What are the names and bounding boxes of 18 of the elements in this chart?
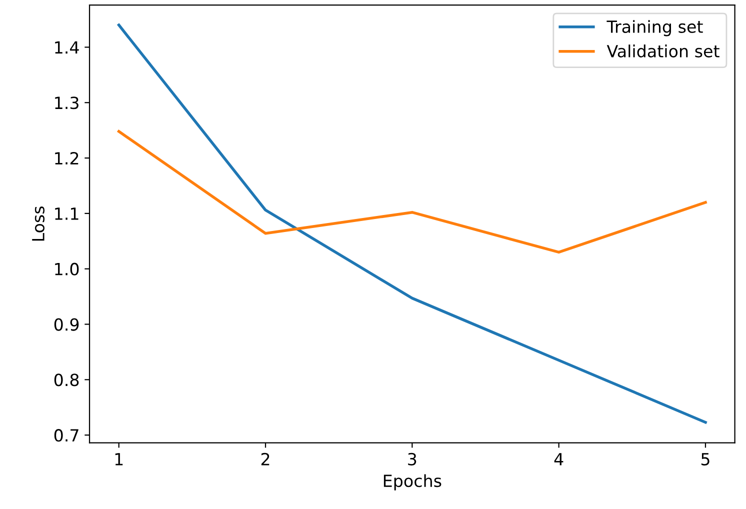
line-series — [117, 130, 707, 254]
x-tick-label: 1 — [115, 453, 123, 466]
y-tick-label: 0.7 — [54, 429, 78, 442]
legend-label: Validation set — [606, 44, 720, 58]
y-axis-title: Loss — [32, 206, 45, 241]
x-tick-label: 5 — [701, 453, 710, 466]
y-tick-label: 0.8 — [54, 374, 79, 386]
y-tick-label: 0.9 — [54, 318, 79, 331]
y-tick-label: 1.2 — [55, 152, 78, 164]
y-tick-label: 1.4 — [55, 41, 79, 54]
y-tick-label: 1.1 — [55, 208, 78, 220]
x-tick-label: 2 — [261, 452, 270, 466]
y-tick-label: 1.0 — [55, 262, 79, 276]
legend-label: Training set — [606, 20, 703, 36]
y-tick-label: 1.3 — [55, 96, 78, 110]
x-tick-label: 3 — [408, 452, 416, 466]
x-tick-label: 4 — [554, 453, 564, 466]
x-axis-title: Epochs — [384, 474, 442, 490]
